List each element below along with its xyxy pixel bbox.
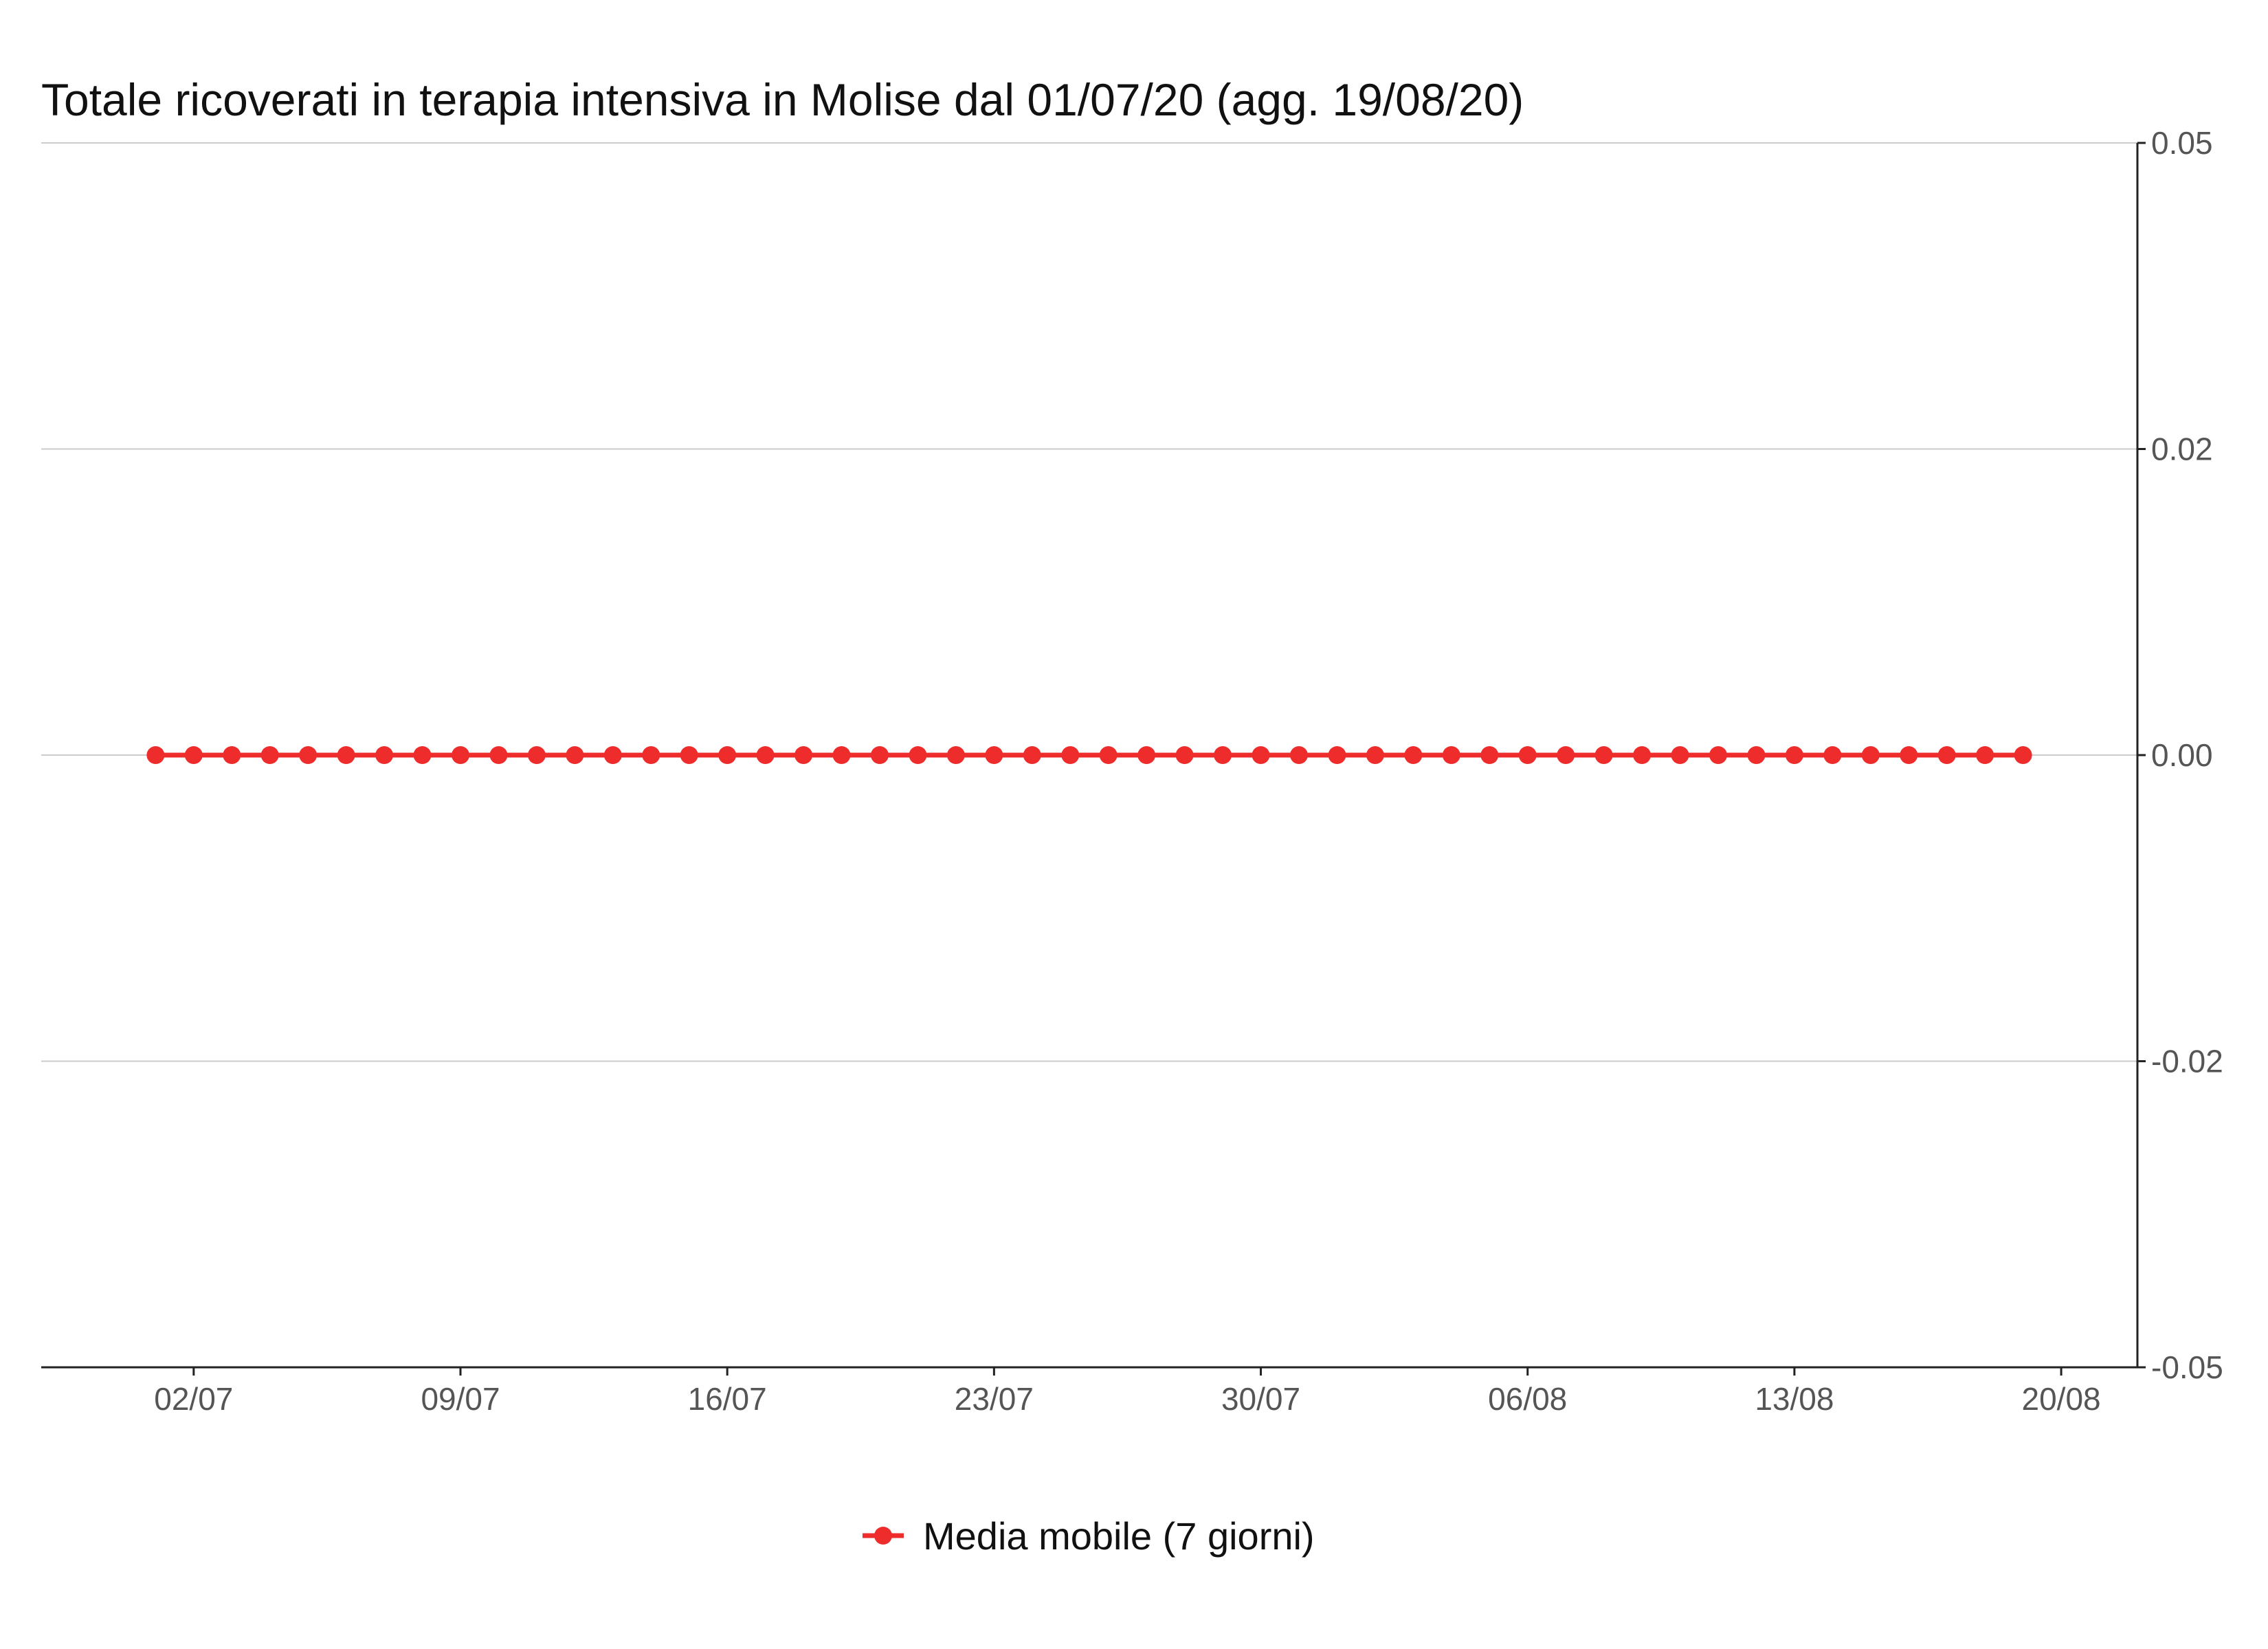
y-tick-label: 0.00 <box>2151 737 2213 773</box>
data-point <box>1937 746 1956 764</box>
data-point <box>1137 746 1156 764</box>
data-point <box>1900 746 1918 764</box>
data-point <box>832 746 851 764</box>
data-point <box>946 746 965 764</box>
data-point <box>1099 746 1118 764</box>
data-point <box>1480 746 1499 764</box>
data-point <box>1557 746 1575 764</box>
data-point <box>642 746 660 764</box>
y-tick-label: -0.02 <box>2151 1044 2223 1079</box>
data-point <box>1747 746 1766 764</box>
data-point <box>489 746 508 764</box>
data-point <box>452 746 469 764</box>
data-point <box>1594 746 1613 764</box>
data-point <box>1671 746 1689 764</box>
chart-title: Totale ricoverati in terapia intensiva i… <box>41 74 1524 125</box>
grid <box>41 142 2137 1062</box>
data-point <box>2014 746 2032 764</box>
x-tick-label: 23/07 <box>955 1381 1034 1417</box>
data-point <box>1252 746 1270 764</box>
data-point <box>1823 746 1842 764</box>
series <box>146 746 2032 764</box>
data-point <box>527 746 546 764</box>
data-point <box>1214 746 1232 764</box>
data-point <box>1366 746 1384 764</box>
legend: Media mobile (7 giorni) <box>863 1514 1315 1558</box>
x-tick-label: 13/08 <box>1755 1381 1834 1417</box>
data-point <box>1290 746 1308 764</box>
data-point <box>680 746 698 764</box>
data-point <box>871 746 889 764</box>
data-point <box>794 746 813 764</box>
data-point <box>909 746 927 764</box>
data-point <box>299 746 318 764</box>
data-point <box>260 746 279 764</box>
data-point <box>184 746 203 764</box>
data-point <box>1442 746 1460 764</box>
data-point <box>413 746 432 764</box>
data-point <box>756 746 775 764</box>
y-tick-label: 0.05 <box>2151 125 2213 161</box>
y-tick-label: 0.02 <box>2151 431 2213 467</box>
data-point <box>1061 746 1080 764</box>
data-point <box>1023 746 1041 764</box>
x-tick-label: 30/07 <box>1221 1381 1300 1417</box>
data-point <box>146 746 165 764</box>
data-point <box>1328 746 1346 764</box>
data-point <box>1404 746 1423 764</box>
data-point <box>566 746 584 764</box>
data-point <box>1175 746 1194 764</box>
data-point <box>985 746 1003 764</box>
data-point <box>603 746 622 764</box>
axes: 0.05 0.02 0.00 -0.02 -0.05 02/07 09/07 16/07 23/… <box>41 125 2223 1417</box>
y-tick-label: -0.05 <box>2151 1349 2223 1385</box>
x-tick-label: 06/08 <box>1488 1381 1567 1417</box>
data-point <box>1633 746 1652 764</box>
data-point <box>375 746 394 764</box>
x-tick-label: 09/07 <box>421 1381 500 1417</box>
legend-swatch-point <box>874 1527 892 1545</box>
x-tick-label: 02/07 <box>154 1381 233 1417</box>
data-point <box>1861 746 1880 764</box>
data-point <box>1709 746 1727 764</box>
data-point <box>1518 746 1537 764</box>
data-point <box>718 746 737 764</box>
data-point <box>337 746 355 764</box>
data-point <box>1785 746 1803 764</box>
data-point <box>223 746 241 764</box>
x-tick-label: 16/07 <box>688 1381 767 1417</box>
data-point <box>1976 746 1994 764</box>
legend-label: Media mobile (7 giorni) <box>923 1514 1315 1558</box>
x-tick-label: 20/08 <box>2022 1381 2101 1417</box>
